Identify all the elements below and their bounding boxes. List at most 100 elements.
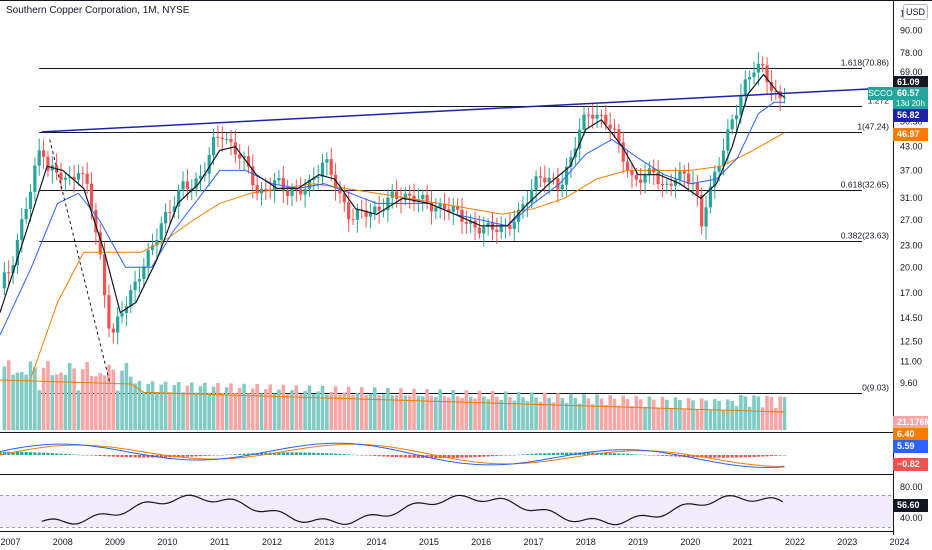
macd-hist-bar [63,453,67,455]
volume-bar [712,398,717,430]
macd-hist-bar [499,455,503,456]
candle-body [730,119,734,130]
candle-body [229,139,233,143]
volume-bar [229,383,233,430]
macd-hist-bar [734,455,739,458]
volume-bar [495,396,499,430]
macd-hist-bar [782,455,787,456]
rsi-tick-label: 80.00 [900,482,923,492]
time-tick-label: 2009 [105,537,125,547]
volume-bar [176,382,181,430]
volume-bar [194,392,198,430]
macd-hist-bar [294,452,298,455]
time-tick-label: 2012 [262,537,282,547]
macd-hist-bar [551,452,556,455]
candle-body [521,204,525,210]
macd-hist-bar [756,455,760,457]
volume-bars [0,360,787,430]
macd-hist-bar [617,453,621,455]
macd-hist-bar [429,455,434,459]
candle-body [556,178,560,190]
macd-hist-bar [656,455,660,456]
candle-body [752,72,756,78]
macd-hist-bar [185,455,190,457]
macd-hist-bar [146,455,150,458]
volume-bar [534,397,538,430]
volume-bar [773,408,778,430]
macd-hist-bar [364,455,368,456]
volume-bar [577,403,582,430]
volume-bar [41,367,46,430]
macd-hist-bar [451,455,455,458]
macd-hist-bar [399,455,403,458]
volume-bar [237,387,242,430]
volume-bar [490,391,495,430]
candle-body [168,212,172,214]
candle-body [246,156,251,167]
volume-bar [464,390,469,430]
macd-hist-bar [730,455,734,458]
candle-body [608,124,612,129]
macd-hist-bar [752,455,756,457]
macd-hist-bar [342,454,346,455]
macd-hist-bar [76,454,81,456]
macd-hist-bar [107,455,111,457]
macd-hist-bar [403,455,407,458]
macd-hist-bar [582,452,586,455]
candle-body [538,176,543,178]
volume-bar [760,407,765,430]
volume-bar [599,398,604,430]
volume-bar [163,381,168,430]
time-axis[interactable]: 2007 2008 2009 2010 2011 2012 2013 2014 2015 2016… [0,537,909,547]
macd-hist-bar [630,454,634,455]
candle-body [198,175,203,179]
candle-body [41,150,46,157]
candle-body [617,129,621,143]
volume-bar [216,383,220,430]
time-tick-label: 2014 [367,537,387,547]
macd-hist-bar [316,452,320,455]
candle-body [756,63,760,73]
candle-body [107,295,111,329]
candle-body [774,90,778,92]
macd-hist-bar [347,454,351,455]
macd-hist-bar [721,455,726,458]
candle-body [177,189,181,207]
volume-bar [255,384,259,430]
volume-bar [512,400,517,430]
volume-bar [102,375,107,430]
macd-hist-bar [225,454,229,456]
time-tick-label: 2011 [210,537,229,547]
candle-body [660,184,665,186]
macd-hist-bar [612,453,617,455]
volume-bar [338,394,342,430]
price-tick-label: 11.00 [900,356,922,366]
volume-bar [691,400,695,430]
macd-hist-bar [647,455,651,456]
volume-bar [590,404,595,430]
volume-bar [717,400,721,430]
volume-bar [586,398,591,430]
candle-body [111,328,115,333]
volume-bar [582,394,586,430]
currency-button[interactable]: USD [903,4,928,20]
candle-body [116,316,120,333]
volume-bar [704,400,708,430]
macd-hist-bar [360,455,364,456]
candle-body [377,206,381,211]
candle-body [586,114,590,116]
indicator-lines [0,73,869,384]
macd-hist-bar [46,452,50,455]
volume-bar [429,395,434,430]
macd-hist-bar [89,455,94,456]
volume-bar [189,382,194,430]
price-axis[interactable]: 100.0090.0078.0069.0061.0056.0050.5046.0… [900,9,928,388]
volume-bar [468,396,473,430]
candle-body [89,183,94,210]
candle-body [704,207,708,227]
volume-bar [50,375,55,430]
macd-hist-bar [386,455,390,457]
candle-body [59,172,63,180]
volume-bar [355,393,360,430]
